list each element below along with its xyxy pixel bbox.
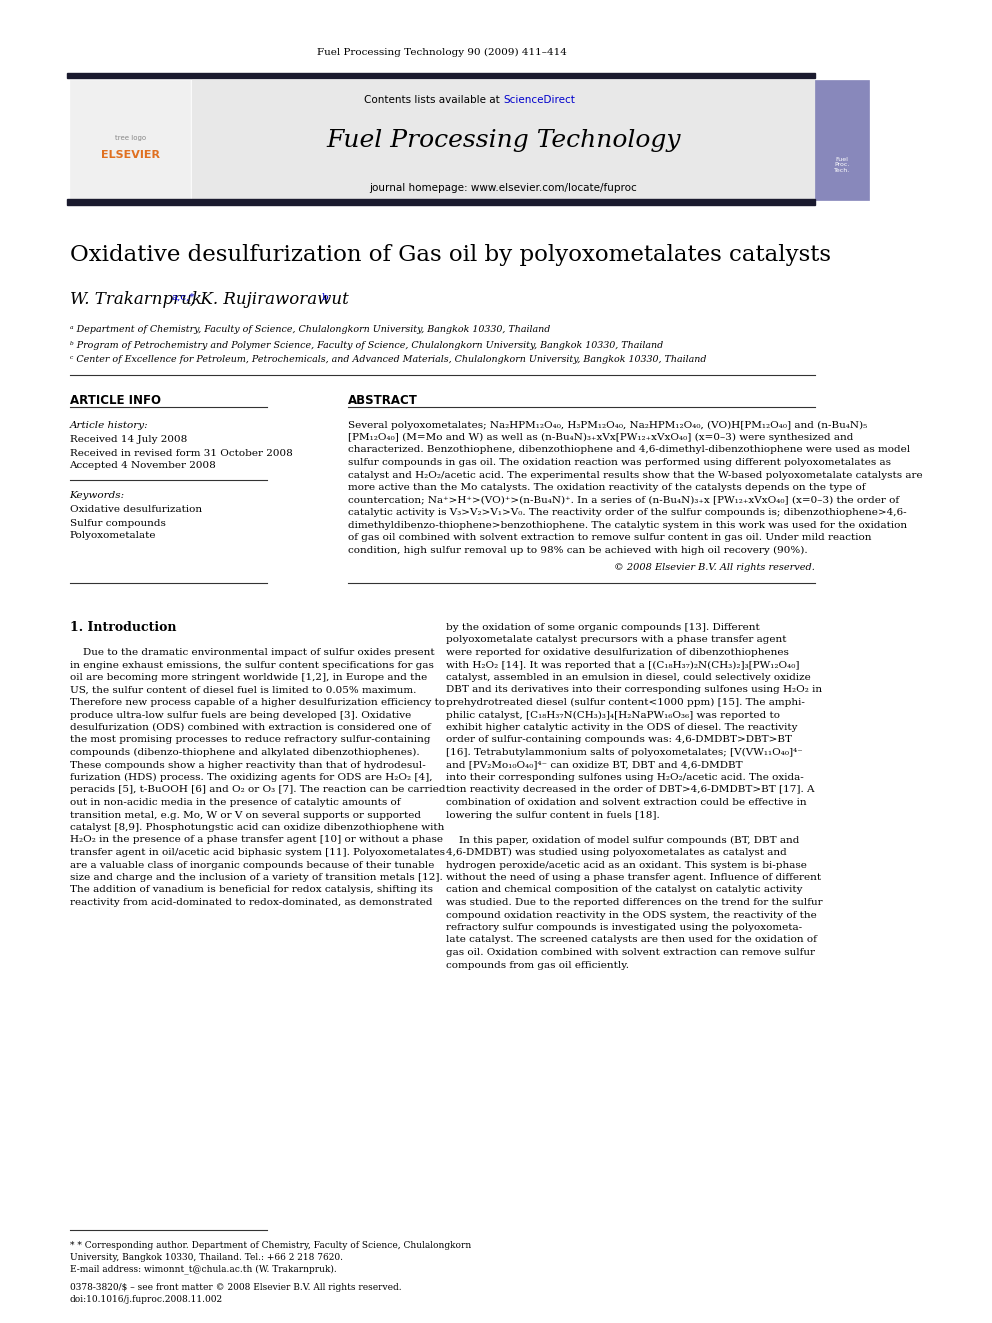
Text: Fuel Processing Technology 90 (2009) 411–414: Fuel Processing Technology 90 (2009) 411… bbox=[317, 48, 566, 57]
Text: ᵃ Department of Chemistry, Faculty of Science, Chulalongkorn University, Bangkok: ᵃ Department of Chemistry, Faculty of Sc… bbox=[69, 325, 550, 335]
Text: and [PV₂Mo₁₀O₄₀]⁴⁻ can oxidize BT, DBT and 4,6-DMDBT: and [PV₂Mo₁₀O₄₀]⁴⁻ can oxidize BT, DBT a… bbox=[445, 761, 742, 770]
Text: Contents lists available at: Contents lists available at bbox=[364, 95, 504, 105]
Text: cation and chemical composition of the catalyst on catalytic activity: cation and chemical composition of the c… bbox=[445, 885, 802, 894]
Text: transfer agent in oil/acetic acid biphasic system [11]. Polyoxometalates: transfer agent in oil/acetic acid biphas… bbox=[69, 848, 444, 857]
Text: out in non-acidic media in the presence of catalytic amounts of: out in non-acidic media in the presence … bbox=[69, 798, 400, 807]
Text: size and charge and the inclusion of a variety of transition metals [12].: size and charge and the inclusion of a v… bbox=[69, 873, 442, 882]
Text: Received 14 July 2008: Received 14 July 2008 bbox=[69, 435, 186, 445]
Text: peracids [5], t-BuOOH [6] and O₂ or O₃ [7]. The reaction can be carried: peracids [5], t-BuOOH [6] and O₂ or O₃ [… bbox=[69, 786, 445, 795]
Text: compound oxidation reactivity in the ODS system, the reactivity of the: compound oxidation reactivity in the ODS… bbox=[445, 910, 816, 919]
Text: refractory sulfur compounds is investigated using the polyoxometa-: refractory sulfur compounds is investiga… bbox=[445, 923, 802, 931]
Text: Oxidative desulfurization: Oxidative desulfurization bbox=[69, 505, 201, 515]
Text: are a valuable class of inorganic compounds because of their tunable: are a valuable class of inorganic compou… bbox=[69, 860, 434, 869]
Text: was studied. Due to the reported differences on the trend for the sulfur: was studied. Due to the reported differe… bbox=[445, 898, 822, 908]
Text: ABSTRACT: ABSTRACT bbox=[347, 393, 418, 406]
Text: [16]. Tetrabutylammonium salts of polyoxometalates; [V(VW₁₁O₄₀]⁴⁻: [16]. Tetrabutylammonium salts of polyox… bbox=[445, 747, 803, 757]
Text: University, Bangkok 10330, Thailand. Tel.: +66 2 218 7620.: University, Bangkok 10330, Thailand. Tel… bbox=[69, 1253, 342, 1262]
Text: US, the sulfur content of diesel fuel is limited to 0.05% maximum.: US, the sulfur content of diesel fuel is… bbox=[69, 685, 416, 695]
Text: prehydrotreated diesel (sulfur content<1000 ppm) [15]. The amphi-: prehydrotreated diesel (sulfur content<1… bbox=[445, 699, 805, 706]
Text: late catalyst. The screened catalysts are then used for the oxidation of: late catalyst. The screened catalysts ar… bbox=[445, 935, 816, 945]
Text: hydrogen peroxide/acetic acid as an oxidant. This system is bi-phase: hydrogen peroxide/acetic acid as an oxid… bbox=[445, 860, 806, 869]
Text: characterized. Benzothiophene, dibenzothiophene and 4,6-dimethyl-dibenzothiophen: characterized. Benzothiophene, dibenzoth… bbox=[347, 446, 910, 455]
Text: Sulfur compounds: Sulfur compounds bbox=[69, 519, 166, 528]
Text: ELSEVIER: ELSEVIER bbox=[100, 149, 160, 160]
Text: the most promising processes to reduce refractory sulfur-containing: the most promising processes to reduce r… bbox=[69, 736, 430, 745]
Text: compounds from gas oil efficiently.: compounds from gas oil efficiently. bbox=[445, 960, 629, 970]
Text: condition, high sulfur removal up to 98% can be achieved with high oil recovery : condition, high sulfur removal up to 98%… bbox=[347, 545, 807, 554]
Bar bbox=[66, 73, 815, 78]
Text: * * Corresponding author. Department of Chemistry, Faculty of Science, Chulalong: * * Corresponding author. Department of … bbox=[69, 1241, 471, 1249]
Text: journal homepage: www.elsevier.com/locate/fuproc: journal homepage: www.elsevier.com/locat… bbox=[370, 183, 637, 193]
Text: exhibit higher catalytic activity in the ODS of diesel. The reactivity: exhibit higher catalytic activity in the… bbox=[445, 722, 797, 732]
Text: Received in revised form 31 October 2008: Received in revised form 31 October 2008 bbox=[69, 448, 293, 458]
Text: ᵇ Program of Petrochemistry and Polymer Science, Faculty of Science, Chulalongko: ᵇ Program of Petrochemistry and Polymer … bbox=[69, 340, 663, 349]
Text: ScienceDirect: ScienceDirect bbox=[504, 95, 575, 105]
Text: Article history:: Article history: bbox=[69, 421, 148, 430]
Text: DBT and its derivatives into their corresponding sulfones using H₂O₂ in: DBT and its derivatives into their corre… bbox=[445, 685, 821, 695]
Text: H₂O₂ in the presence of a phase transfer agent [10] or without a phase: H₂O₂ in the presence of a phase transfer… bbox=[69, 836, 442, 844]
Text: 1. Introduction: 1. Introduction bbox=[69, 620, 176, 634]
Text: compounds (dibenzo-thiophene and alkylated dibenzothiophenes).: compounds (dibenzo-thiophene and alkylat… bbox=[69, 747, 420, 757]
Bar bbox=[66, 198, 815, 205]
Text: dimethyldibenzo-thiophene>benzothiophene. The catalytic system in this work was : dimethyldibenzo-thiophene>benzothiophene… bbox=[347, 520, 907, 529]
Text: ARTICLE INFO: ARTICLE INFO bbox=[69, 393, 161, 406]
Text: in engine exhaust emissions, the sulfur content specifications for gas: in engine exhaust emissions, the sulfur … bbox=[69, 660, 434, 669]
Text: doi:10.1016/j.fuproc.2008.11.002: doi:10.1016/j.fuproc.2008.11.002 bbox=[69, 1294, 222, 1303]
Text: 4,6-DMDBT) was studied using polyoxometalates as catalyst and: 4,6-DMDBT) was studied using polyoxometa… bbox=[445, 848, 787, 857]
Text: W. Trakarnpruk: W. Trakarnpruk bbox=[69, 291, 206, 308]
Text: tree logo: tree logo bbox=[114, 135, 146, 142]
Text: with H₂O₂ [14]. It was reported that a [(C₁₈H₃₇)₂N(CH₃)₂]₃[PW₁₂O₄₀]: with H₂O₂ [14]. It was reported that a [… bbox=[445, 660, 799, 669]
Text: Therefore new process capable of a higher desulfurization efficiency to: Therefore new process capable of a highe… bbox=[69, 699, 444, 706]
Text: a,c,*: a,c,* bbox=[172, 292, 195, 302]
Text: catalyst [8,9]. Phosphotungstic acid can oxidize dibenzothiophene with: catalyst [8,9]. Phosphotungstic acid can… bbox=[69, 823, 443, 832]
Text: desulfurization (ODS) combined with extraction is considered one of: desulfurization (ODS) combined with extr… bbox=[69, 722, 431, 732]
Text: combination of oxidation and solvent extraction could be effective in: combination of oxidation and solvent ext… bbox=[445, 798, 806, 807]
Text: E-mail address: wimonnt_t@chula.ac.th (W. Trakarnpruk).: E-mail address: wimonnt_t@chula.ac.th (W… bbox=[69, 1263, 336, 1274]
Text: Keywords:: Keywords: bbox=[69, 491, 125, 500]
Text: by the oxidation of some organic compounds [13]. Different: by the oxidation of some organic compoun… bbox=[445, 623, 759, 632]
Text: The addition of vanadium is beneficial for redox catalysis, shifting its: The addition of vanadium is beneficial f… bbox=[69, 885, 433, 894]
Text: oil are becoming more stringent worldwide [1,2], in Europe and the: oil are becoming more stringent worldwid… bbox=[69, 673, 427, 681]
Text: , K. Rujiraworawut: , K. Rujiraworawut bbox=[189, 291, 354, 308]
Text: tion reactivity decreased in the order of DBT>4,6-DMDBT>BT [17]. A: tion reactivity decreased in the order o… bbox=[445, 786, 814, 795]
Text: Due to the dramatic environmental impact of sulfur oxides present: Due to the dramatic environmental impact… bbox=[69, 648, 434, 658]
Text: In this paper, oxidation of model sulfur compounds (BT, DBT and: In this paper, oxidation of model sulfur… bbox=[445, 835, 799, 844]
Text: 0378-3820/$ – see front matter © 2008 Elsevier B.V. All rights reserved.: 0378-3820/$ – see front matter © 2008 El… bbox=[69, 1282, 401, 1291]
Text: order of sulfur-containing compounds was: 4,6-DMDBT>DBT>BT: order of sulfur-containing compounds was… bbox=[445, 736, 792, 745]
Text: were reported for oxidative desulfurization of dibenzothiophenes: were reported for oxidative desulfurizat… bbox=[445, 648, 789, 658]
Text: countercation; Na⁺>H⁺>(VO)⁺>(n-Bu₄N)⁺. In a series of (n-Bu₄N)₃₊x [PW₁₂₊xVxO₄₀] : countercation; Na⁺>H⁺>(VO)⁺>(n-Bu₄N)⁺. I… bbox=[347, 496, 899, 504]
Text: Several polyoxometalates; Na₂HPM₁₂O₄₀, H₃PM₁₂O₄₀, Na₂HPM₁₂O₄₀, (VO)H[PM₁₂O₄₀] an: Several polyoxometalates; Na₂HPM₁₂O₄₀, H… bbox=[347, 421, 867, 430]
Bar bbox=[69, 79, 189, 200]
Text: b: b bbox=[321, 292, 328, 302]
Bar bbox=[815, 79, 869, 200]
Text: reactivity from acid-dominated to redox-dominated, as demonstrated: reactivity from acid-dominated to redox-… bbox=[69, 898, 432, 908]
Text: Fuel
Proc.
Tech.: Fuel Proc. Tech. bbox=[834, 156, 850, 173]
Text: [PM₁₂O₄₀] (M=Mo and W) as well as (n-Bu₄N)₃₊xVx[PW₁₂₊xVxO₄₀] (x=0–3) were synthe: [PM₁₂O₄₀] (M=Mo and W) as well as (n-Bu₄… bbox=[347, 433, 853, 442]
Text: catalyst, assembled in an emulsion in diesel, could selectively oxidize: catalyst, assembled in an emulsion in di… bbox=[445, 673, 810, 681]
Text: philic catalyst, [C₁₈H₃₇N(CH₃)₃]₄[H₂NaPW₁₆O₃₆] was reported to: philic catalyst, [C₁₈H₃₇N(CH₃)₃]₄[H₂NaPW… bbox=[445, 710, 780, 720]
Text: gas oil. Oxidation combined with solvent extraction can remove sulfur: gas oil. Oxidation combined with solvent… bbox=[445, 949, 814, 957]
Text: transition metal, e.g. Mo, W or V on several supports or supported: transition metal, e.g. Mo, W or V on sev… bbox=[69, 811, 421, 819]
Bar bbox=[191, 79, 815, 200]
Text: more active than the Mo catalysts. The oxidation reactivity of the catalysts dep: more active than the Mo catalysts. The o… bbox=[347, 483, 865, 492]
Text: furization (HDS) process. The oxidizing agents for ODS are H₂O₂ [4],: furization (HDS) process. The oxidizing … bbox=[69, 773, 432, 782]
Text: ᶜ Center of Excellence for Petroleum, Petrochemicals, and Advanced Materials, Ch: ᶜ Center of Excellence for Petroleum, Pe… bbox=[69, 356, 706, 365]
Text: into their corresponding sulfones using H₂O₂/acetic acid. The oxida-: into their corresponding sulfones using … bbox=[445, 773, 804, 782]
Text: © 2008 Elsevier B.V. All rights reserved.: © 2008 Elsevier B.V. All rights reserved… bbox=[614, 564, 815, 572]
Text: without the need of using a phase transfer agent. Influence of different: without the need of using a phase transf… bbox=[445, 873, 820, 882]
Text: Oxidative desulfurization of Gas oil by polyoxometalates catalysts: Oxidative desulfurization of Gas oil by … bbox=[69, 243, 830, 266]
Text: catalyst and H₂O₂/acetic acid. The experimental results show that the W-based po: catalyst and H₂O₂/acetic acid. The exper… bbox=[347, 471, 923, 479]
Text: Polyoxometalate: Polyoxometalate bbox=[69, 532, 156, 541]
Text: of gas oil combined with solvent extraction to remove sulfur content in gas oil.: of gas oil combined with solvent extract… bbox=[347, 533, 871, 542]
Text: sulfur compounds in gas oil. The oxidation reaction was performed using differen: sulfur compounds in gas oil. The oxidati… bbox=[347, 458, 891, 467]
Text: catalytic activity is V₃>V₂>V₁>V₀. The reactivity order of the sulfur compounds : catalytic activity is V₃>V₂>V₁>V₀. The r… bbox=[347, 508, 906, 517]
Text: polyoxometalate catalyst precursors with a phase transfer agent: polyoxometalate catalyst precursors with… bbox=[445, 635, 786, 644]
Text: Fuel Processing Technology: Fuel Processing Technology bbox=[326, 128, 681, 152]
Text: Accepted 4 November 2008: Accepted 4 November 2008 bbox=[69, 462, 216, 471]
Text: lowering the sulfur content in fuels [18].: lowering the sulfur content in fuels [18… bbox=[445, 811, 660, 819]
Text: produce ultra-low sulfur fuels are being developed [3]. Oxidative: produce ultra-low sulfur fuels are being… bbox=[69, 710, 411, 720]
Text: These compounds show a higher reactivity than that of hydrodesul-: These compounds show a higher reactivity… bbox=[69, 761, 426, 770]
